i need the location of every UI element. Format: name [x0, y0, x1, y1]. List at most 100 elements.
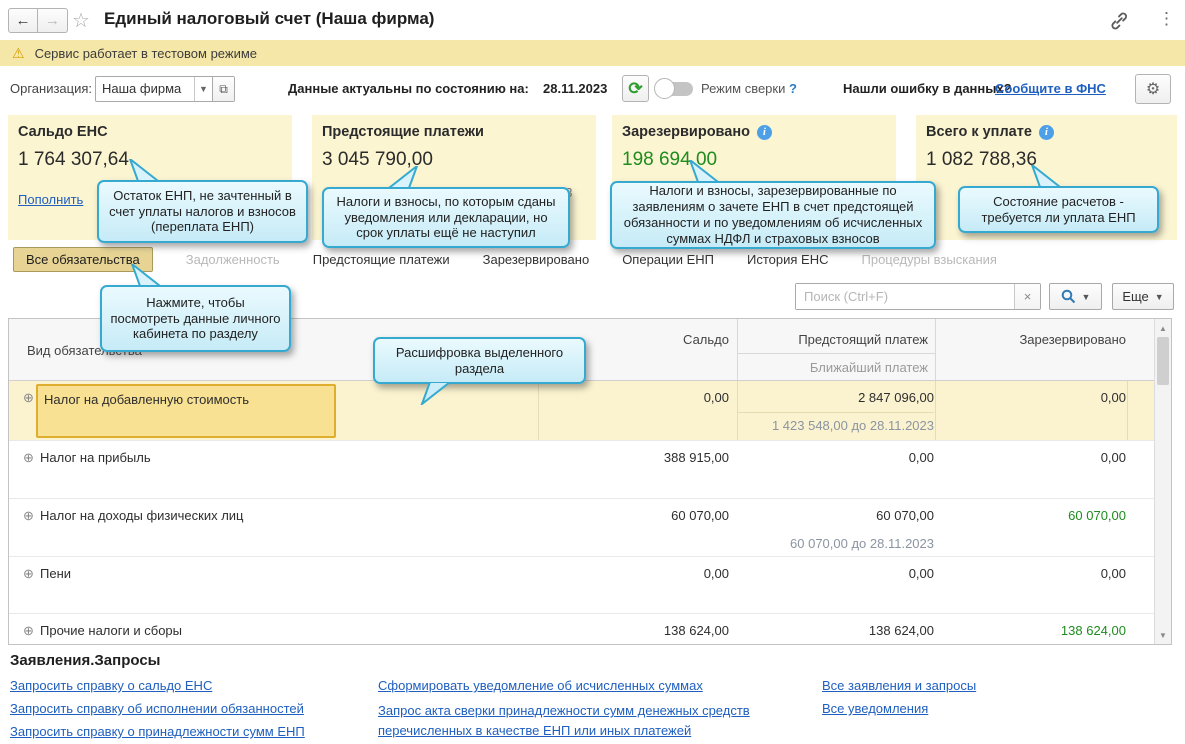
- link-all-notifications[interactable]: Все уведомления: [822, 701, 929, 716]
- link-create-notification[interactable]: Сформировать уведомление об исчисленных …: [378, 678, 703, 693]
- row-name[interactable]: Пени: [40, 566, 72, 581]
- get-link-icon[interactable]: [1108, 10, 1130, 32]
- card-title: Сальдо ЕНС: [18, 124, 108, 140]
- divider: [935, 319, 936, 380]
- card-title-text: Зарезервировано: [622, 124, 750, 140]
- report-to-fns-link[interactable]: Сообщите в ФНС: [995, 81, 1106, 96]
- row-name[interactable]: Налог на доходы физических лиц: [40, 508, 244, 523]
- data-actual-label: Данные актуальны по состоянию на:: [288, 81, 529, 96]
- column-header-saldo[interactable]: Сальдо: [683, 332, 729, 347]
- data-actual-date: 28.11.2023: [543, 81, 608, 96]
- search-box: ×: [795, 283, 1041, 310]
- reconciliation-mode-toggle[interactable]: [654, 78, 693, 99]
- more-button[interactable]: Еще ▼: [1112, 283, 1174, 310]
- table-body: ⊕ Налог на добавленную стоимость 0,00 2 …: [9, 381, 1154, 644]
- card-value: 1 764 307,64: [18, 149, 129, 170]
- tooltip-total-due: Состояние расчетов - требуется ли уплата…: [958, 186, 1159, 233]
- divider: [738, 353, 936, 354]
- link-request-enp-ownership-certificate[interactable]: Запросить справку о принадлежности сумм …: [10, 724, 305, 739]
- expand-icon[interactable]: ⊕: [23, 450, 34, 465]
- scroll-up-icon[interactable]: ▲: [1159, 323, 1167, 333]
- info-icon[interactable]: i: [756, 124, 772, 140]
- tab-ens-history[interactable]: История ЕНС: [747, 251, 829, 267]
- tooltip-tail: [1030, 165, 1063, 188]
- cell-saldo: 388 915,00: [663, 450, 729, 465]
- more-button-label: Еще: [1122, 289, 1149, 304]
- info-icon[interactable]: i: [1038, 124, 1054, 140]
- forward-button[interactable]: →: [38, 8, 68, 33]
- search-input[interactable]: [796, 284, 1014, 309]
- table-row[interactable]: ⊕ Пени 0,00 0,00 0,00: [9, 557, 1154, 614]
- row-name[interactable]: Налог на прибыль: [40, 450, 151, 465]
- help-question-icon[interactable]: ?: [789, 81, 797, 96]
- search-button[interactable]: ▼: [1049, 283, 1102, 310]
- cell-reserved: 0,00: [1100, 390, 1126, 405]
- expand-icon[interactable]: ⊕: [23, 508, 34, 523]
- column-header-upcoming[interactable]: Предстоящий платеж: [798, 332, 928, 347]
- tooltip-tail: [386, 166, 419, 189]
- error-question-label: Нашли ошибку в данных?: [843, 81, 1012, 96]
- tab-reserved[interactable]: Зарезервировано: [482, 251, 590, 267]
- tab-enp-operations[interactable]: Операции ЕНП: [622, 251, 715, 267]
- cell-upcoming: 138 624,00: [868, 623, 934, 638]
- tab-upcoming-payments[interactable]: Предстоящие платежи: [312, 251, 450, 267]
- settings-gear-button[interactable]: ⚙: [1135, 74, 1171, 104]
- column-header-nearest[interactable]: Ближайший платеж: [809, 360, 928, 375]
- link-request-reconciliation-act[interactable]: Запрос акта сверки принадлежности сумм д…: [378, 703, 750, 739]
- more-menu-icon[interactable]: ⋮: [1158, 9, 1175, 28]
- cell-reserved: 0,00: [1100, 566, 1126, 581]
- link-request-saldo-certificate[interactable]: Запросить справку о сальдо ЕНС: [10, 678, 213, 693]
- vertical-scrollbar[interactable]: ▲ ▼: [1154, 319, 1171, 644]
- card-title: Предстоящие платежи: [322, 124, 484, 140]
- divider: [935, 381, 936, 440]
- warning-text: Сервис работает в тестовом режиме: [34, 45, 258, 61]
- expand-icon[interactable]: ⊕: [23, 566, 34, 581]
- link-all-requests[interactable]: Все заявления и запросы: [822, 678, 977, 693]
- cell-reserved: 60 070,00: [1068, 508, 1126, 523]
- obligations-table: Вид обязательства Сальдо Предстоящий пла…: [8, 318, 1172, 645]
- tooltip-reserved: Налоги и взносы, зарезервированные по за…: [610, 181, 936, 249]
- top-up-link[interactable]: Пополнить: [18, 192, 84, 207]
- tab-debt: Задолженность: [185, 251, 280, 267]
- tooltip-tab-hint: Нажмите, чтобы посмотреть данные личного…: [100, 285, 291, 352]
- table-row[interactable]: ⊕ Налог на добавленную стоимость 0,00 2 …: [9, 381, 1154, 441]
- search-icon: [1061, 289, 1075, 304]
- tooltip-saldo: Остаток ЕНП, не зачтенный в счет уплаты …: [97, 180, 308, 243]
- cell-upcoming: 2 847 096,00: [738, 390, 934, 413]
- favorite-star-icon[interactable]: ☆: [72, 10, 90, 32]
- tooltip-tail: [420, 382, 452, 405]
- refresh-button[interactable]: ⟳: [622, 75, 649, 102]
- back-button[interactable]: ←: [8, 8, 38, 33]
- organization-combobox[interactable]: Наша фирма ▼ ⧉: [95, 76, 235, 102]
- cell-upcoming: 0,00: [908, 450, 934, 465]
- link-request-fulfillment-certificate[interactable]: Запросить справку об исполнении обязанно…: [10, 701, 304, 716]
- table-row[interactable]: ⊕ Прочие налоги и сборы 138 624,00 138 6…: [9, 614, 1154, 644]
- title-bar: ← → ☆ Единый налоговый счет (Наша фирма)…: [0, 0, 1185, 40]
- cell-reserved: 138 624,00: [1060, 623, 1126, 638]
- card-title-text: Всего к уплате: [926, 124, 1032, 140]
- cell-saldo: 0,00: [703, 390, 729, 405]
- table-row[interactable]: ⊕ Налог на прибыль 388 915,00 0,00 0,00: [9, 441, 1154, 499]
- tooltip-tail: [128, 159, 161, 182]
- column-header-reserved[interactable]: Зарезервировано: [1019, 332, 1126, 347]
- divider: [1127, 381, 1128, 440]
- expand-icon[interactable]: ⊕: [23, 623, 34, 638]
- expand-icon[interactable]: ⊕: [23, 390, 34, 405]
- tab-all-obligations[interactable]: Все обязательства: [13, 246, 153, 272]
- cell-upcoming: 0,00: [908, 566, 934, 581]
- cell-reserved: 0,00: [1100, 450, 1126, 465]
- scroll-down-icon[interactable]: ▼: [1159, 630, 1167, 640]
- open-list-icon[interactable]: ⧉: [212, 77, 234, 101]
- table-row[interactable]: ⊕ Налог на доходы физических лиц 60 070,…: [9, 499, 1154, 557]
- page-title: Единый налоговый счет (Наша фирма): [104, 9, 435, 28]
- card-title: Зарезервировано i: [622, 124, 772, 140]
- row-name[interactable]: Прочие налоги и сборы: [40, 623, 183, 638]
- scrollbar-thumb[interactable]: [1157, 337, 1169, 385]
- chevron-down-icon: ▼: [1081, 291, 1091, 302]
- nav-buttons: ← →: [8, 8, 68, 33]
- tab-collection-procedures: Процедуры взыскания: [861, 251, 997, 267]
- tooltip-tail: [130, 264, 163, 287]
- chevron-down-icon[interactable]: ▼: [194, 77, 212, 101]
- clear-search-icon[interactable]: ×: [1014, 284, 1040, 309]
- row-name-selected[interactable]: Налог на добавленную стоимость: [36, 384, 336, 438]
